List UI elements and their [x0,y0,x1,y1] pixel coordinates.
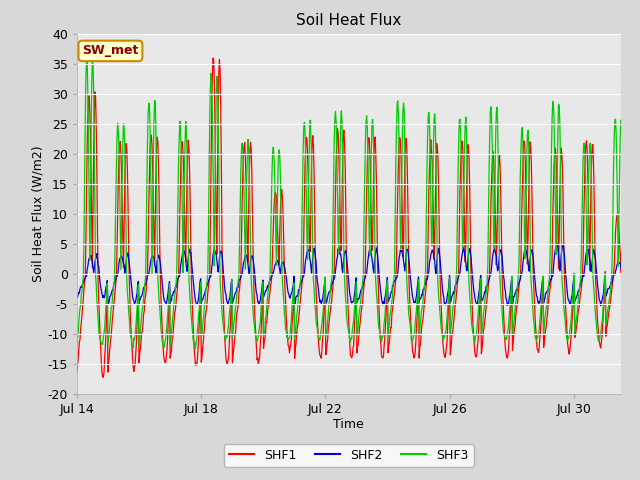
SHF2 [93,251,100,256]
SHF2 [307,258,314,264]
SHF1 [278,187,285,192]
SHF3 [526,218,534,224]
SHF2 [525,267,532,273]
SHF3 [278,251,285,256]
SHF2 [554,241,561,247]
Y-axis label: Soil Heat Flux (W/m2): Soil Heat Flux (W/m2) [31,145,45,282]
Legend: SHF1, SHF2, SHF3: SHF1, SHF2, SHF3 [224,444,474,467]
Line: SHF3: SHF3 [77,59,636,349]
SHF2 [390,279,397,285]
SHF1 [205,277,213,283]
Line: SHF1: SHF1 [77,58,636,377]
SHF2 [597,303,605,309]
SHF2 [276,271,284,277]
SHF1 [308,163,316,168]
SHF3 [206,118,214,123]
SHF1 [632,336,640,342]
SHF3 [632,335,640,340]
SHF3 [308,154,316,159]
SHF3 [93,306,101,312]
SHF1 [526,139,534,145]
SHF1 [93,171,100,177]
SHF2 [73,294,81,300]
SHF2 [632,295,640,301]
X-axis label: Time: Time [333,419,364,432]
SHF1 [209,55,217,61]
Title: Soil Heat Flux: Soil Heat Flux [296,13,401,28]
Line: SHF2: SHF2 [77,244,636,306]
SHF1 [99,374,107,380]
SHF3 [73,342,81,348]
SHF3 [391,215,399,220]
Text: SW_met: SW_met [82,44,139,58]
SHF1 [391,283,399,289]
SHF2 [205,279,212,285]
SHF3 [88,56,96,62]
SHF3 [191,346,199,352]
SHF1 [73,370,81,375]
